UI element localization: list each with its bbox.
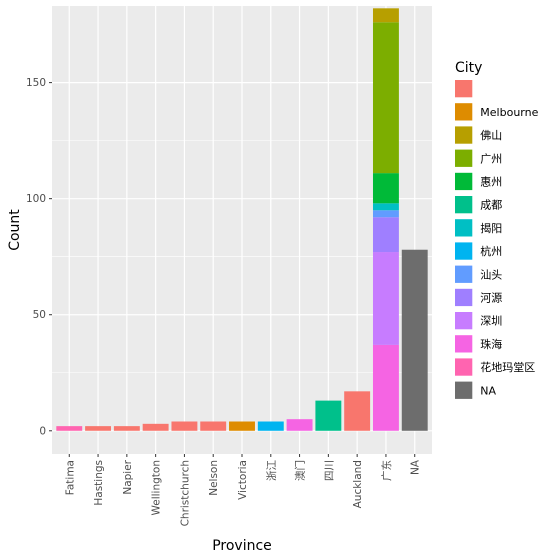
bar-segment (113, 426, 140, 431)
bar-segment (257, 421, 284, 431)
legend-key (455, 172, 473, 191)
x-axis-ticks: Fatima Hastings Napier Wellington Christchur… (64, 454, 422, 526)
bar-segment (229, 421, 255, 431)
legend-key (455, 288, 473, 307)
legend-label: 汕头 (480, 268, 502, 281)
bar-segment (372, 217, 399, 253)
legend-key (455, 242, 473, 260)
legend-key (455, 381, 473, 399)
bar-segment (372, 344, 399, 431)
legend-key (455, 126, 473, 144)
x-tick-label: Nelson (208, 460, 220, 496)
legend-key (455, 335, 473, 353)
bar-segment (142, 423, 169, 431)
bar-segment (372, 252, 399, 345)
x-tick-label: Christchurch (179, 460, 191, 526)
legend-key (455, 80, 473, 98)
legend-label: 珠海 (480, 337, 502, 351)
legend-title: City (455, 60, 482, 76)
y-tick-label: 0 (39, 425, 46, 437)
x-tick-label: 广东 (380, 460, 393, 481)
legend-label: 揭阳 (480, 221, 502, 235)
legend-key (455, 103, 473, 121)
bar-segment (344, 391, 371, 431)
y-axis-ticks: 0 50 100 150 (26, 77, 52, 437)
bars-group (56, 8, 428, 431)
legend-key (455, 312, 473, 330)
legend-label: 河源 (480, 290, 502, 304)
bar-segment (286, 419, 313, 431)
bar-segment (372, 210, 399, 218)
legend-label: 惠州 (480, 174, 502, 188)
legend-label: NA (480, 384, 496, 397)
legend-label: 佛山 (480, 129, 502, 142)
y-tick-label: 50 (33, 309, 46, 321)
legend-label: 成都 (480, 199, 502, 212)
x-tick-label: Auckland (352, 460, 364, 508)
x-tick-label: 四川 (323, 460, 335, 481)
y-tick-label: 100 (26, 193, 46, 205)
bar-segment (372, 22, 399, 174)
legend-key (455, 149, 473, 167)
y-tick-label: 150 (26, 77, 46, 89)
bar-segment (85, 426, 112, 431)
bar-segment (372, 8, 399, 23)
bar-segment (401, 249, 428, 431)
y-axis-title: Count (7, 209, 23, 251)
x-axis-title: Province (212, 538, 272, 554)
legend-key (455, 358, 473, 376)
x-tick-label: Wellington (151, 460, 163, 516)
legend-key (455, 196, 473, 214)
legend-key (455, 219, 473, 237)
bar-segment (200, 421, 227, 431)
bar-segment (372, 173, 399, 204)
legend-label: 花地玛堂区 (480, 361, 535, 374)
legend-label: Melbourne (480, 106, 538, 119)
bar-segment (372, 203, 399, 211)
bar-segment (315, 400, 342, 431)
legend-label: 杭州 (480, 244, 502, 258)
x-tick-label: Fatima (64, 460, 76, 495)
legend-label: 深圳 (480, 315, 502, 328)
x-tick-label: Victoria (237, 460, 249, 500)
bar-segment (56, 426, 83, 431)
bar-segment (171, 421, 198, 431)
x-tick-label: Napier (122, 459, 134, 494)
x-tick-label: NA (410, 459, 422, 475)
x-tick-label: 浙江 (266, 460, 278, 481)
x-tick-label: 澳门 (294, 460, 307, 481)
legend-key (455, 265, 473, 283)
legend-label: 广州 (480, 152, 502, 165)
x-tick-label: Hastings (93, 460, 105, 506)
